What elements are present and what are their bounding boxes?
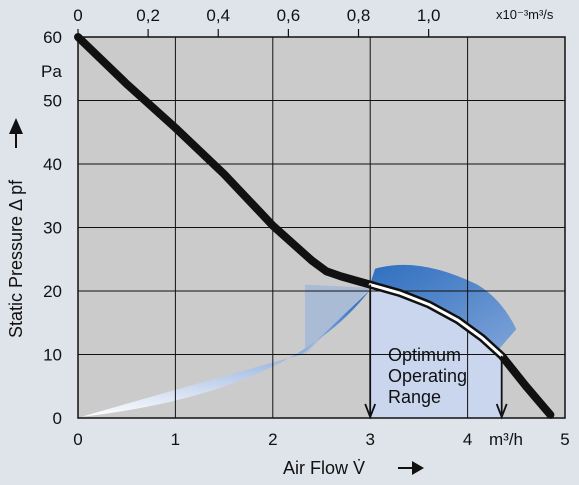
top-tick-label-5: 1,0 [417, 6, 441, 25]
y-tick-label-10: 10 [43, 346, 62, 365]
x-tick-label-5: 5 [560, 430, 569, 449]
top-axis-unit-label: x10⁻³m³/s [496, 7, 554, 22]
x-axis-title-arrow-icon [398, 461, 424, 475]
optimum-range-band [370, 264, 517, 350]
top-tick-label-2: 0,4 [206, 6, 230, 25]
y-axis-title: Static Pressure Δ pf [6, 179, 26, 338]
optimum-range-fill [81, 264, 517, 418]
y-tick-label-20: 20 [43, 282, 62, 301]
x-tick-label-0: 0 [73, 430, 82, 449]
range-end-arrow-icon [495, 403, 508, 420]
optimum-range-sweep-edge [304, 284, 371, 355]
x-unit-label: m³/h [489, 430, 523, 449]
y-tick-label-30: 30 [43, 219, 62, 238]
x-tick-label-1: 1 [171, 430, 180, 449]
optimum-range-area [370, 284, 502, 418]
y-tick-label-0: 0 [53, 409, 62, 428]
y-axis-title-arrow-icon [9, 118, 23, 148]
y-unit-label: Pa [41, 62, 62, 81]
top-tick-label-4: 0,8 [347, 6, 371, 25]
x-tick-label-4: 4 [463, 430, 472, 449]
x-tick-label-2: 2 [268, 430, 277, 449]
plot-frame [77, 36, 566, 419]
optimum-range-label-line-3: Range [388, 387, 441, 407]
fan-curve-optimum-highlight [368, 283, 504, 358]
optimum-range-label-line-2: Operating [388, 366, 467, 386]
x-axis-title: Air Flow V̇ [283, 458, 365, 478]
range-arrows [364, 284, 508, 420]
range-start-arrow-icon [364, 403, 377, 420]
grid [77, 29, 566, 419]
optimum-range-label-line-1: Optimum [388, 345, 461, 365]
top-tick-label-3: 0,6 [277, 6, 301, 25]
top-tick-label-0: 0 [73, 6, 82, 25]
y-tick-label-40: 40 [43, 155, 62, 174]
x-tick-label-3: 3 [365, 430, 374, 449]
series-layer [74, 33, 555, 419]
optimum-range-label: Optimum Operating Range [388, 345, 467, 407]
y-tick-label-50: 50 [43, 92, 62, 111]
y-tick-label-60: 60 [43, 28, 62, 47]
top-tick-label-1: 0,2 [136, 6, 160, 25]
